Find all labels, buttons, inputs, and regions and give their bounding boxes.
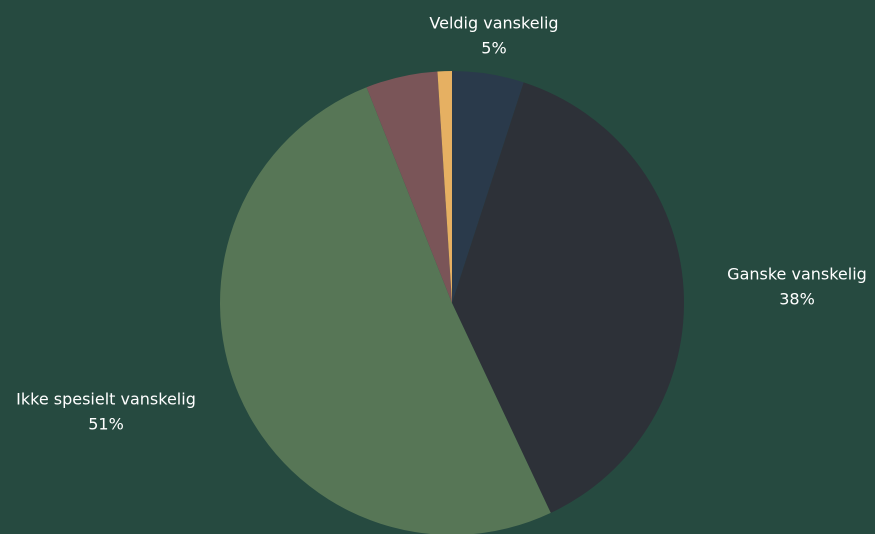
pie-slice [437,71,452,303]
pie-slice [452,82,685,513]
slice-label: Ikke spesielt vanskelig [16,390,196,409]
pie-slice [452,71,524,303]
slice-value-label: 5% [481,39,506,58]
pie-slice [366,71,452,304]
slice-label: Veldig vanskelig [429,14,558,33]
slice-value-label: 51% [88,415,124,434]
pie-slice [220,87,551,534]
slice-label: Ganske vanskelig [727,265,867,284]
slice-value-label: 38% [779,290,815,309]
